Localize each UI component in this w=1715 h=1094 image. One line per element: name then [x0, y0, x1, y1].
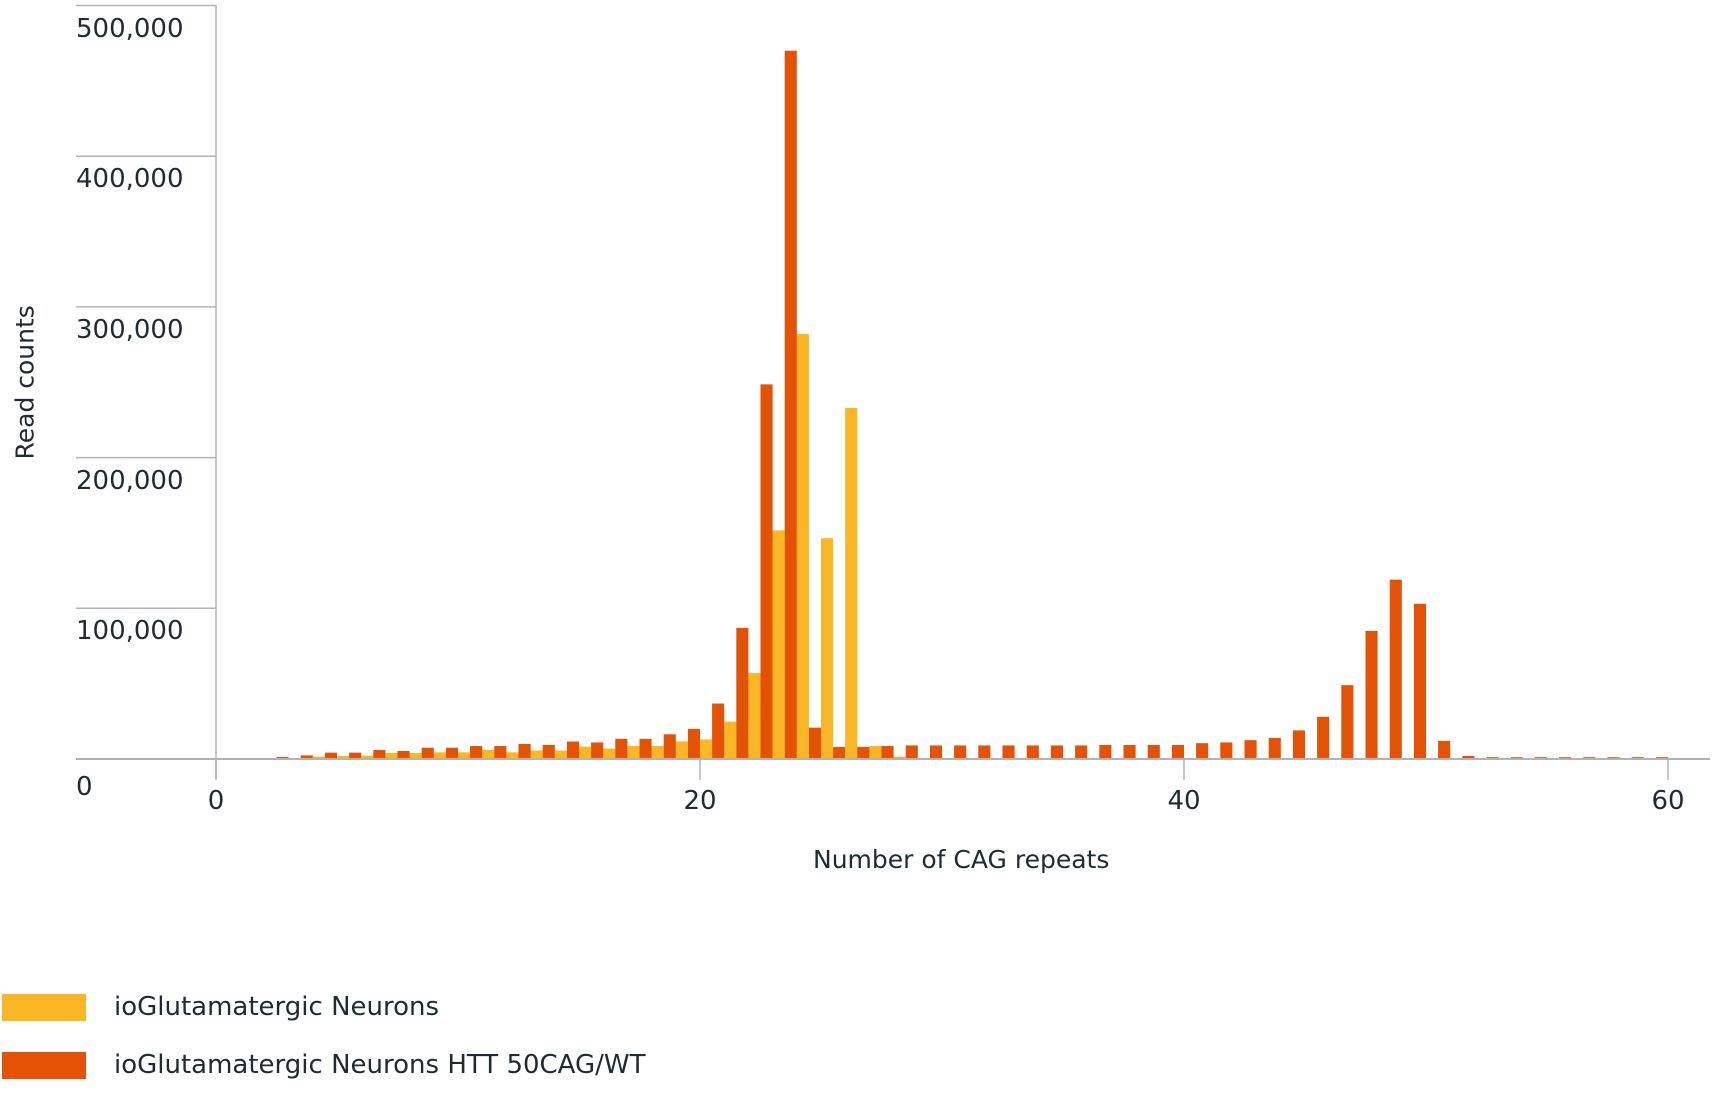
bar-htt-50cag [1365, 630, 1378, 759]
y-axis-title: Read counts [10, 305, 40, 460]
legend-item-htt: ioGlutamatergic Neurons HTT 50CAG/WT [2, 1036, 646, 1094]
bar-control [433, 752, 446, 759]
bar-htt-50cag [929, 745, 942, 759]
bar-htt-50cag [1002, 745, 1015, 759]
bar-htt-50cag [445, 747, 458, 759]
legend-swatch-yellow [2, 993, 86, 1021]
bar-htt-50cag [1438, 740, 1451, 759]
bar-htt-50cag [300, 755, 313, 759]
legend-swatch-orange [2, 1051, 86, 1079]
x-tick-label: 60 [1651, 786, 1685, 816]
bar-control [482, 749, 495, 759]
bar-htt-50cag [1026, 745, 1039, 759]
bar-htt-50cag [1196, 743, 1209, 759]
bar-htt-50cag [1147, 744, 1160, 759]
bar-htt-50cag [324, 752, 337, 759]
bar-htt-50cag [712, 703, 725, 759]
bar-control [554, 750, 567, 759]
legend-item-control: ioGlutamatergic Neurons [2, 978, 646, 1036]
bar-control [506, 752, 519, 759]
bar-htt-50cag [736, 627, 749, 759]
bar-htt-50cag [1462, 755, 1475, 759]
bar-htt-50cag [663, 734, 676, 759]
bar-htt-50cag [760, 384, 773, 759]
bar-htt-50cag [566, 741, 579, 759]
bar-control [530, 750, 543, 759]
x-tick-label: 0 [207, 786, 225, 816]
bar-htt-50cag [1292, 730, 1305, 759]
bar-htt-50cag [591, 742, 604, 759]
bar-htt-50cag [905, 745, 918, 759]
bar-htt-50cag [687, 728, 700, 759]
bar-control [893, 756, 906, 759]
bar-control [821, 538, 834, 759]
bar-htt-50cag [1075, 745, 1088, 759]
bar-htt-50cag [833, 746, 846, 759]
y-tick-label: 500,000 [76, 13, 184, 44]
bar-htt-50cag [881, 746, 894, 759]
bar-htt-50cag [1171, 744, 1184, 759]
bar-control [796, 334, 809, 759]
bar-control [845, 407, 858, 759]
bar-htt-50cag [857, 746, 870, 759]
bar-htt-50cag [639, 738, 652, 759]
bar-control [312, 756, 325, 759]
bar-htt-50cag [1050, 745, 1063, 759]
bar-htt-50cag [373, 749, 386, 759]
bar-control [385, 752, 398, 759]
bar-htt-50cag [1123, 744, 1136, 759]
bar-htt-50cag [1099, 744, 1112, 759]
bar-control [869, 746, 882, 759]
bar-htt-50cag [1317, 716, 1330, 759]
bar-htt-50cag [1413, 603, 1426, 759]
bar-control [724, 721, 737, 759]
x-tick-label: 20 [683, 786, 717, 816]
bar-control [579, 746, 592, 759]
y-tick-label: 100,000 [76, 616, 184, 647]
bar-htt-50cag [1244, 740, 1257, 759]
bar-htt-50cag [978, 745, 991, 759]
bar-control [361, 755, 374, 759]
plot-area [76, 4, 1710, 780]
bar-htt-50cag [518, 743, 531, 759]
bar-htt-50cag [397, 751, 410, 759]
bar-control [748, 673, 761, 759]
bar-htt-50cag [784, 50, 797, 759]
bar-htt-50cag [494, 746, 507, 759]
y-tick-label: 200,000 [76, 465, 184, 496]
bar-htt-50cag [349, 752, 362, 759]
y-tick-label: 300,000 [76, 314, 184, 345]
y-tick-label: 400,000 [76, 164, 184, 195]
bar-htt-50cag [1220, 742, 1233, 759]
bar-control [627, 746, 640, 759]
x-tick-label: 40 [1167, 786, 1201, 816]
bar-htt-50cag [808, 727, 821, 759]
bar-control [337, 755, 350, 759]
bar-control [675, 741, 688, 759]
bar-control [700, 739, 713, 759]
bar-htt-50cag [615, 738, 628, 759]
bar-htt-50cag [470, 746, 483, 759]
cag-repeat-histogram: Read counts Number of CAG repeats 0 100,0… [2, 4, 1710, 1080]
legend-label: ioGlutamatergic Neurons [114, 992, 440, 1022]
bar-htt-50cag [1268, 737, 1281, 759]
bar-control [651, 746, 664, 759]
bar-htt-50cag [1389, 579, 1402, 759]
legend-label: ioGlutamatergic Neurons HTT 50CAG/WT [114, 1050, 646, 1080]
bar-control [603, 748, 616, 759]
bar-htt-50cag [954, 745, 967, 759]
bar-control [458, 752, 471, 759]
legend: ioGlutamatergic Neurons ioGlutamatergic … [2, 978, 646, 1094]
bar-htt-50cag [421, 747, 434, 759]
bar-htt-50cag [1341, 685, 1354, 759]
y-tick-label: 0 [76, 772, 93, 802]
x-axis-title: Number of CAG repeats [813, 845, 1110, 874]
bar-control [409, 752, 422, 759]
bar-control [772, 530, 785, 759]
bar-htt-50cag [542, 744, 555, 759]
